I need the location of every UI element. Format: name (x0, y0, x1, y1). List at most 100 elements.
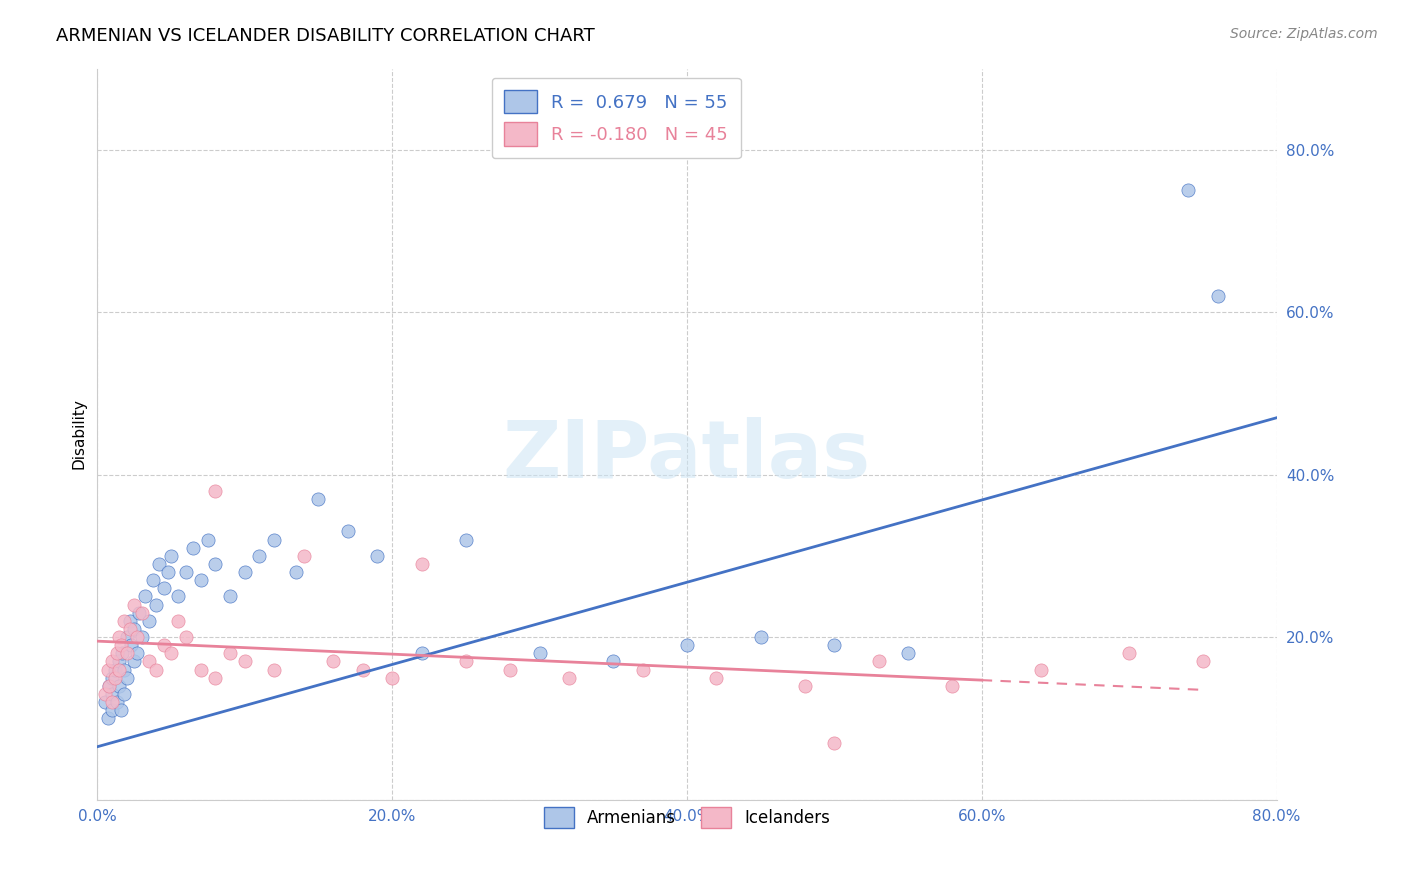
Point (204, 671, 226, 685)
Point (1177, 183, 1199, 197)
Point (181, 541, 204, 555)
Point (98, 679, 121, 693)
Text: ARMENIAN VS ICELANDER DISABILITY CORRELATION CHART: ARMENIAN VS ICELANDER DISABILITY CORRELA… (56, 27, 595, 45)
Point (105, 695, 128, 709)
Point (110, 638, 132, 652)
Point (197, 533, 219, 547)
Point (134, 590, 156, 604)
Point (142, 573, 165, 587)
Point (174, 565, 197, 579)
Point (122, 655, 145, 669)
Point (233, 565, 256, 579)
Point (285, 565, 308, 579)
Point (558, 671, 581, 685)
Point (98, 679, 121, 693)
Point (1029, 663, 1052, 677)
Point (1206, 289, 1229, 303)
Point (336, 524, 359, 539)
Point (127, 646, 149, 660)
Point (322, 655, 344, 669)
Point (101, 687, 124, 701)
Point (138, 614, 160, 628)
Point (131, 630, 153, 644)
Point (823, 736, 845, 750)
Point (190, 663, 212, 677)
Point (115, 646, 138, 660)
Point (454, 533, 477, 547)
Point (160, 549, 183, 563)
Point (263, 533, 285, 547)
Point (219, 590, 242, 604)
Point (411, 557, 433, 571)
Point (115, 671, 138, 685)
Text: ZIPatlas: ZIPatlas (503, 417, 872, 495)
Point (145, 598, 167, 612)
Point (104, 671, 127, 685)
Point (104, 663, 127, 677)
Point (112, 614, 135, 628)
Point (292, 549, 315, 563)
Point (93, 687, 115, 701)
Point (101, 671, 124, 685)
Point (111, 646, 134, 660)
Point (112, 663, 135, 677)
Point (122, 598, 145, 612)
Point (108, 630, 131, 644)
Point (128, 606, 150, 620)
Point (97, 663, 120, 677)
Point (941, 679, 963, 693)
Point (174, 630, 197, 644)
Point (152, 582, 174, 596)
Text: Source: ZipAtlas.com: Source: ZipAtlas.com (1230, 27, 1378, 41)
Point (219, 646, 242, 660)
Point (706, 671, 728, 685)
Point (101, 695, 124, 709)
Point (122, 622, 145, 636)
Point (1118, 646, 1140, 660)
Point (157, 565, 180, 579)
Point (381, 671, 404, 685)
Point (897, 646, 920, 660)
Point (112, 687, 135, 701)
Point (118, 622, 141, 636)
Point (204, 557, 226, 571)
Point (138, 655, 160, 669)
Point (160, 646, 183, 660)
Point (868, 655, 890, 669)
Point (529, 646, 551, 660)
Point (120, 638, 142, 652)
Point (204, 483, 226, 498)
Point (108, 679, 131, 693)
Point (1192, 655, 1215, 669)
Point (101, 655, 124, 669)
Point (148, 557, 170, 571)
Point (352, 663, 374, 677)
Point (167, 590, 190, 604)
Y-axis label: Disability: Disability (72, 399, 86, 469)
Point (823, 638, 845, 652)
Point (105, 646, 128, 660)
Point (233, 655, 256, 669)
Point (793, 679, 815, 693)
Point (131, 606, 153, 620)
Point (454, 655, 477, 669)
Point (108, 655, 131, 669)
Point (97, 711, 120, 725)
Point (631, 663, 654, 677)
Point (366, 549, 388, 563)
Point (145, 663, 167, 677)
Point (115, 630, 138, 644)
Point (118, 614, 141, 628)
Point (108, 663, 131, 677)
Point (249, 549, 271, 563)
Point (676, 638, 699, 652)
Point (190, 573, 212, 587)
Point (127, 630, 149, 644)
Point (152, 638, 174, 652)
Point (93, 695, 115, 709)
Point (307, 491, 329, 506)
Legend: Armenians, Icelanders: Armenians, Icelanders (537, 800, 837, 835)
Point (749, 630, 772, 644)
Point (602, 655, 624, 669)
Point (110, 703, 132, 717)
